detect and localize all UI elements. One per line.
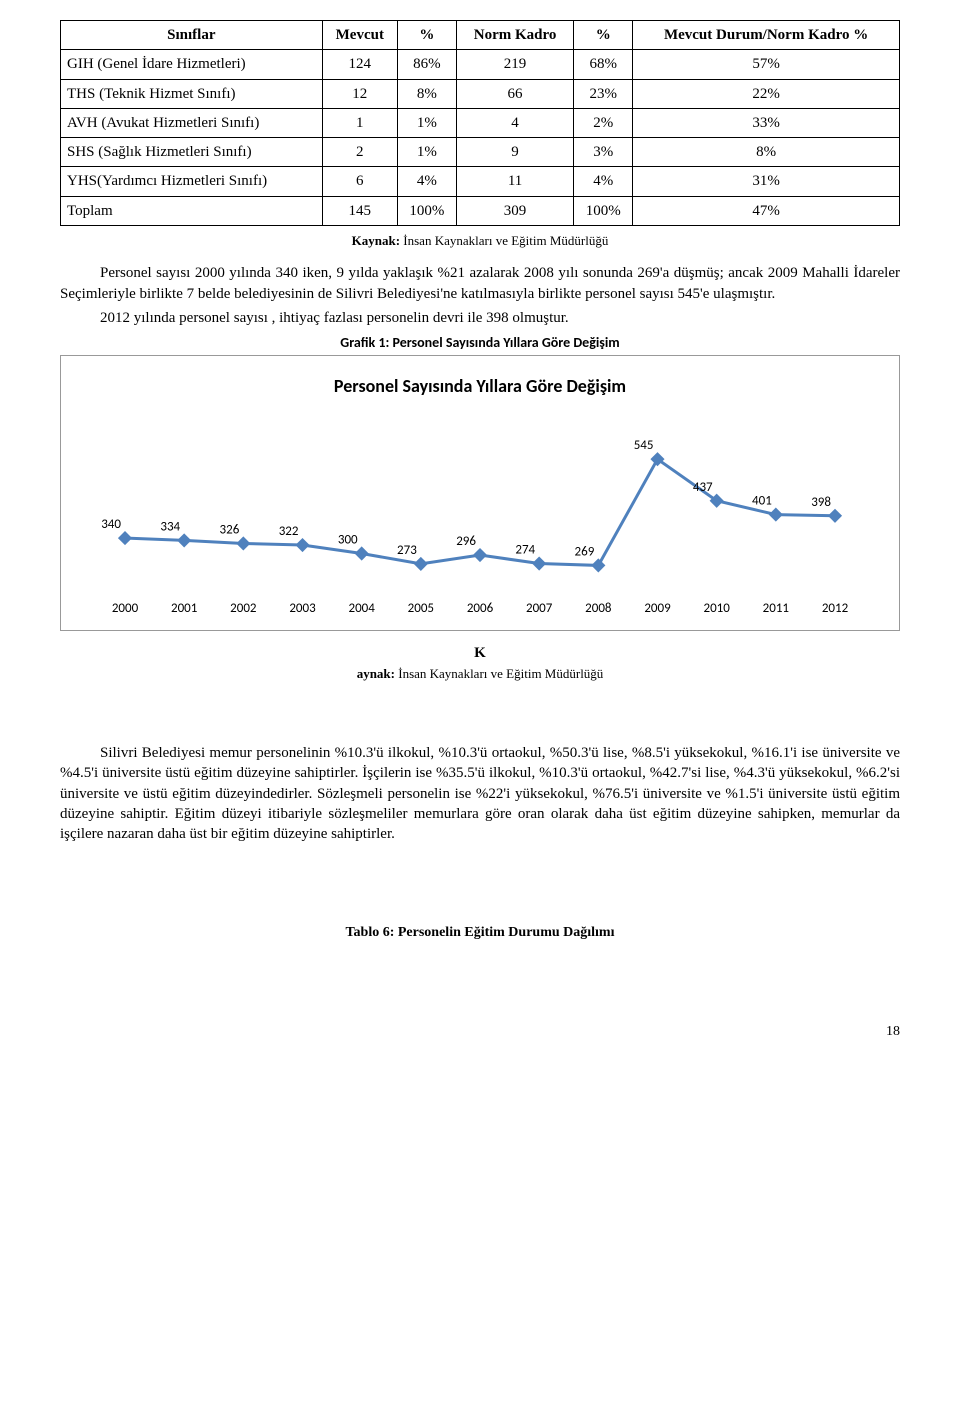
- table-row: Toplam145100%309100%47%: [61, 196, 900, 225]
- svg-text:437: 437: [693, 480, 713, 495]
- paragraph-1-text: Personel sayısı 2000 yılında 340 iken, 9…: [60, 265, 900, 301]
- paragraph-2-text: 2012 yılında personel sayısı , ihtiyaç f…: [100, 310, 569, 326]
- row-cell: 23%: [574, 79, 633, 108]
- row-cell: 100%: [397, 196, 456, 225]
- row-cell: 8%: [633, 138, 900, 167]
- row-cell: 4: [456, 108, 573, 137]
- row-cell: 1: [322, 108, 397, 137]
- th-mevcut: Mevcut: [322, 21, 397, 50]
- personnel-table: Sınıflar Mevcut % Norm Kadro % Mevcut Du…: [60, 20, 900, 226]
- k-line: K: [60, 643, 900, 663]
- row-label: GIH (Genel İdare Hizmetleri): [61, 50, 323, 79]
- row-cell: 1%: [397, 108, 456, 137]
- svg-text:296: 296: [456, 534, 476, 549]
- svg-text:2003: 2003: [289, 601, 316, 616]
- svg-text:2010: 2010: [703, 601, 730, 616]
- th-siniflar: Sınıflar: [61, 21, 323, 50]
- row-cell: 145: [322, 196, 397, 225]
- table-row: THS (Teknik Hizmet Sınıfı)128%6623%22%: [61, 79, 900, 108]
- row-cell: 86%: [397, 50, 456, 79]
- row-cell: 219: [456, 50, 573, 79]
- table-row: AVH (Avukat Hizmetleri Sınıfı)11%42%33%: [61, 108, 900, 137]
- table-header-row: Sınıflar Mevcut % Norm Kadro % Mevcut Du…: [61, 21, 900, 50]
- row-cell: 9: [456, 138, 573, 167]
- table-row: YHS(Yardımcı Hizmetleri Sınıfı)64%114%31…: [61, 167, 900, 196]
- svg-text:274: 274: [515, 543, 535, 558]
- svg-text:300: 300: [338, 533, 358, 548]
- paragraph-1: Personel sayısı 2000 yılında 340 iken, 9…: [60, 263, 900, 304]
- page-number: 18: [60, 1023, 900, 1042]
- row-label: THS (Teknik Hizmet Sınıfı): [61, 79, 323, 108]
- th-pct1: %: [397, 21, 456, 50]
- chart-source: aynak: İnsan Kaynakları ve Eğitim Müdürl…: [60, 665, 900, 683]
- row-cell: 66: [456, 79, 573, 108]
- source2-text: İnsan Kaynakları ve Eğitim Müdürlüğü: [395, 666, 603, 681]
- th-ratio: Mevcut Durum/Norm Kadro %: [633, 21, 900, 50]
- table-row: GIH (Genel İdare Hizmetleri)12486%21968%…: [61, 50, 900, 79]
- row-label: AVH (Avukat Hizmetleri Sınıfı): [61, 108, 323, 137]
- row-cell: 11: [456, 167, 573, 196]
- svg-text:2007: 2007: [526, 601, 553, 616]
- svg-text:2005: 2005: [408, 601, 434, 616]
- row-label: YHS(Yardımcı Hizmetleri Sınıfı): [61, 167, 323, 196]
- paragraph-2: 2012 yılında personel sayısı , ihtiyaç f…: [60, 308, 900, 328]
- row-cell: 57%: [633, 50, 900, 79]
- svg-text:326: 326: [220, 523, 240, 538]
- row-cell: 100%: [574, 196, 633, 225]
- svg-text:2008: 2008: [585, 601, 612, 616]
- row-label: Toplam: [61, 196, 323, 225]
- svg-text:273: 273: [397, 543, 417, 558]
- row-cell: 309: [456, 196, 573, 225]
- table-row: SHS (Sağlık Hizmetleri Sınıfı)21%93%8%: [61, 138, 900, 167]
- source2-label: aynak:: [357, 666, 395, 681]
- row-cell: 12: [322, 79, 397, 108]
- row-cell: 1%: [397, 138, 456, 167]
- row-cell: 4%: [574, 167, 633, 196]
- row-cell: 2: [322, 138, 397, 167]
- row-cell: 31%: [633, 167, 900, 196]
- svg-text:269: 269: [575, 545, 595, 560]
- row-cell: 33%: [633, 108, 900, 137]
- svg-text:2004: 2004: [348, 601, 375, 616]
- chart-outer-title: Grafik 1: Personel Sayısında Yıllara Gör…: [60, 334, 900, 353]
- svg-text:322: 322: [279, 524, 299, 539]
- source-text: İnsan Kaynakları ve Eğitim Müdürlüğü: [400, 233, 608, 248]
- th-norm: Norm Kadro: [456, 21, 573, 50]
- row-cell: 2%: [574, 108, 633, 137]
- row-cell: 3%: [574, 138, 633, 167]
- svg-text:401: 401: [752, 494, 772, 509]
- chart-inner-title: Personel Sayısında Yıllara Göre Değişim: [85, 374, 875, 398]
- svg-text:2000: 2000: [112, 601, 139, 616]
- svg-text:398: 398: [811, 495, 831, 510]
- svg-text:2002: 2002: [230, 601, 257, 616]
- row-cell: 4%: [397, 167, 456, 196]
- personnel-line-chart: 340 2000 334 2001 326 2002 322 2003 300 2004 273 20…: [95, 418, 865, 618]
- row-cell: 47%: [633, 196, 900, 225]
- svg-text:334: 334: [160, 520, 180, 535]
- svg-text:2011: 2011: [763, 601, 789, 616]
- paragraph-3: Silivri Belediyesi memur personelinin %1…: [60, 743, 900, 844]
- tablo6-caption: Tablo 6: Personelin Eğitim Durumu Dağılı…: [60, 924, 900, 943]
- row-label: SHS (Sağlık Hizmetleri Sınıfı): [61, 138, 323, 167]
- svg-text:2006: 2006: [467, 601, 494, 616]
- row-cell: 6: [322, 167, 397, 196]
- table-source: Kaynak: İnsan Kaynakları ve Eğitim Müdür…: [60, 232, 900, 250]
- row-cell: 22%: [633, 79, 900, 108]
- row-cell: 124: [322, 50, 397, 79]
- source-label: Kaynak:: [352, 233, 400, 248]
- paragraph-3-text: Silivri Belediyesi memur personelinin %1…: [60, 745, 900, 842]
- svg-text:340: 340: [101, 517, 121, 532]
- svg-text:2012: 2012: [822, 601, 849, 616]
- chart-container: Personel Sayısında Yıllara Göre Değişim …: [60, 355, 900, 631]
- row-cell: 8%: [397, 79, 456, 108]
- svg-text:2009: 2009: [644, 601, 671, 616]
- th-pct2: %: [574, 21, 633, 50]
- svg-text:545: 545: [634, 438, 654, 453]
- row-cell: 68%: [574, 50, 633, 79]
- svg-text:2001: 2001: [171, 601, 197, 616]
